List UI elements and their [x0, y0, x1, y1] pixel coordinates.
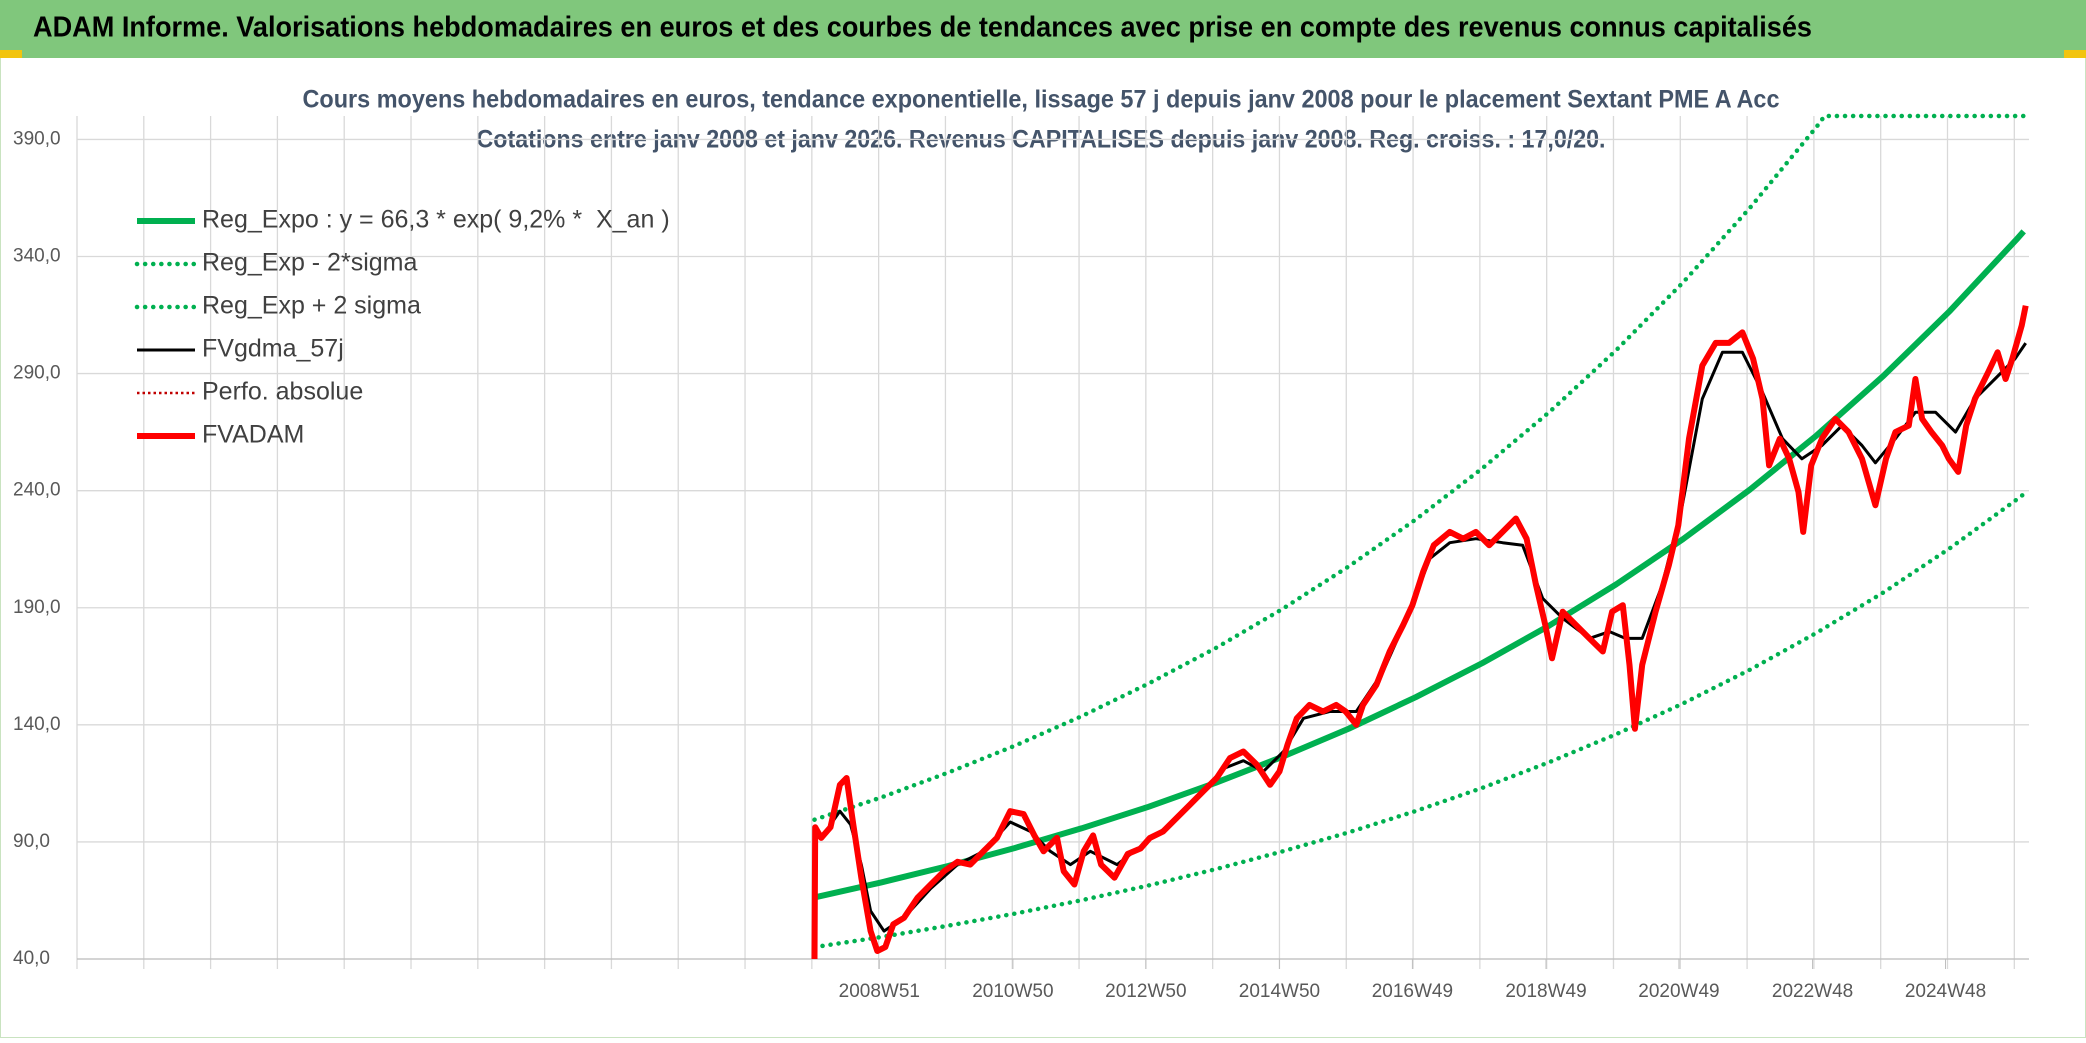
y-tick-label: 190,0 — [13, 597, 61, 618]
y-tick-label: 340,0 — [13, 246, 61, 267]
legend-label: FVgdma_57j — [202, 335, 344, 363]
x-tick-label: 2014W50 — [1239, 981, 1320, 1002]
y-tick-label: 290,0 — [13, 363, 61, 384]
x-tick-label: 2012W50 — [1105, 981, 1186, 1002]
series-line — [813, 229, 2026, 901]
x-tick-label: 2018W49 — [1505, 981, 1586, 1002]
x-tick-label: 2008W51 — [839, 981, 920, 1002]
legend-label: Reg_Expo : y = 66,3 * exp( 9,2% * X_an ) — [202, 206, 670, 234]
series-line — [811, 305, 2029, 960]
legend-label: Reg_Exp - 2*sigma — [202, 249, 417, 277]
legend-label: FVADAM — [202, 421, 304, 449]
corner-mark — [2064, 50, 2086, 58]
header-title: ADAM Informe. Valorisations hebdomadaire… — [33, 12, 1812, 44]
y-tick-label: 40,0 — [13, 948, 50, 969]
x-tick-label: 2020W49 — [1638, 981, 1719, 1002]
corner-mark — [0, 50, 22, 58]
x-tick-label: 2024W48 — [1905, 981, 1986, 1002]
x-tick-label: 2022W48 — [1772, 981, 1853, 1002]
x-tick-label: 2010W50 — [972, 981, 1053, 1002]
y-tick-label: 390,0 — [13, 128, 61, 149]
chart-title: Cours moyens hebdomadaires en euros, ten… — [303, 86, 1780, 114]
y-tick-label: 240,0 — [13, 480, 61, 501]
y-tick-label: 140,0 — [13, 714, 61, 735]
y-tick-label: 90,0 — [13, 831, 50, 852]
legend-label: Perfo. absolue — [202, 378, 363, 406]
legend-label: Reg_Exp + 2 sigma — [202, 292, 421, 320]
x-tick-label: 2016W49 — [1372, 981, 1453, 1002]
header-bar — [0, 0, 2086, 58]
series-line — [812, 113, 2026, 822]
